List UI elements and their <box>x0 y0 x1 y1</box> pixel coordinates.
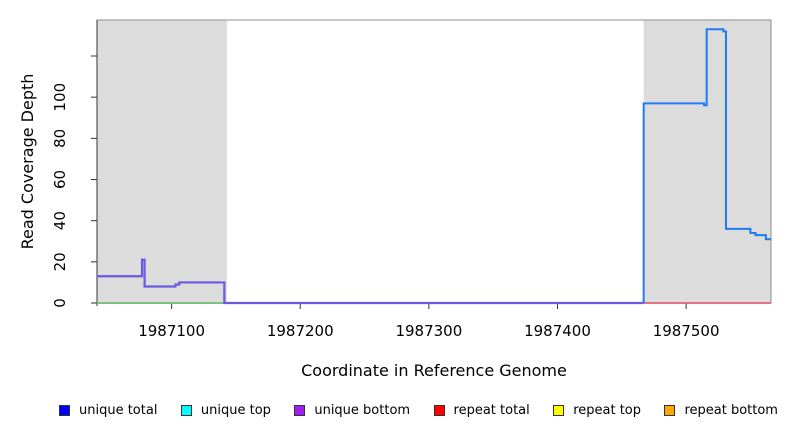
legend-swatch-icon <box>59 404 70 416</box>
y-axis-title: Read Coverage Depth <box>18 74 37 250</box>
x-tick-label: 1987300 <box>395 322 462 340</box>
x-axis-title: Coordinate in Reference Genome <box>301 361 567 380</box>
y-tick-label: 100 <box>51 83 69 112</box>
y-tick-label: 40 <box>51 211 69 230</box>
y-tick-label: 0 <box>51 298 69 308</box>
legend-item-repeat-top: repeat top <box>553 403 641 418</box>
unique-purple-coverage-line <box>97 258 644 305</box>
legend-swatch-icon <box>553 404 565 416</box>
y-tick-label: 20 <box>51 252 69 271</box>
legend-item-unique-bottom: unique bottom <box>294 403 410 418</box>
legend-label: unique total <box>79 402 158 418</box>
legend-label: repeat total <box>453 402 530 418</box>
chart-legend: unique total unique top unique bottom repea… <box>0 398 786 422</box>
legend-item-unique-top: unique top <box>180 402 271 418</box>
repeat-region-band <box>97 20 227 303</box>
unique-total-blue-coverage-line <box>642 28 771 303</box>
legend-label: repeat top <box>573 402 641 418</box>
x-tick-label: 1987100 <box>138 322 205 340</box>
coverage-chart: 1987100 1987200 1987300 1987400 1987500 0 20 40… <box>18 19 772 380</box>
legend-label: unique bottom <box>314 402 411 418</box>
x-tick-label: 1987500 <box>653 322 720 340</box>
legend-label: unique top <box>200 402 271 418</box>
legend-item-repeat-bottom: repeat bottom <box>664 403 778 418</box>
x-tick-label: 1987200 <box>267 322 334 340</box>
y-tick-label: 60 <box>51 170 69 189</box>
legend-swatch-icon <box>294 404 306 416</box>
legend-swatch-icon <box>664 404 676 416</box>
legend-item-unique-total: unique total <box>59 403 157 418</box>
legend-item-repeat-total: repeat total <box>433 402 530 418</box>
legend-swatch-icon <box>433 404 445 416</box>
y-tick-label: 80 <box>51 129 69 148</box>
x-tick-label: 1987400 <box>524 322 591 340</box>
legend-swatch-icon <box>180 404 192 416</box>
legend-label: repeat bottom <box>684 402 778 418</box>
